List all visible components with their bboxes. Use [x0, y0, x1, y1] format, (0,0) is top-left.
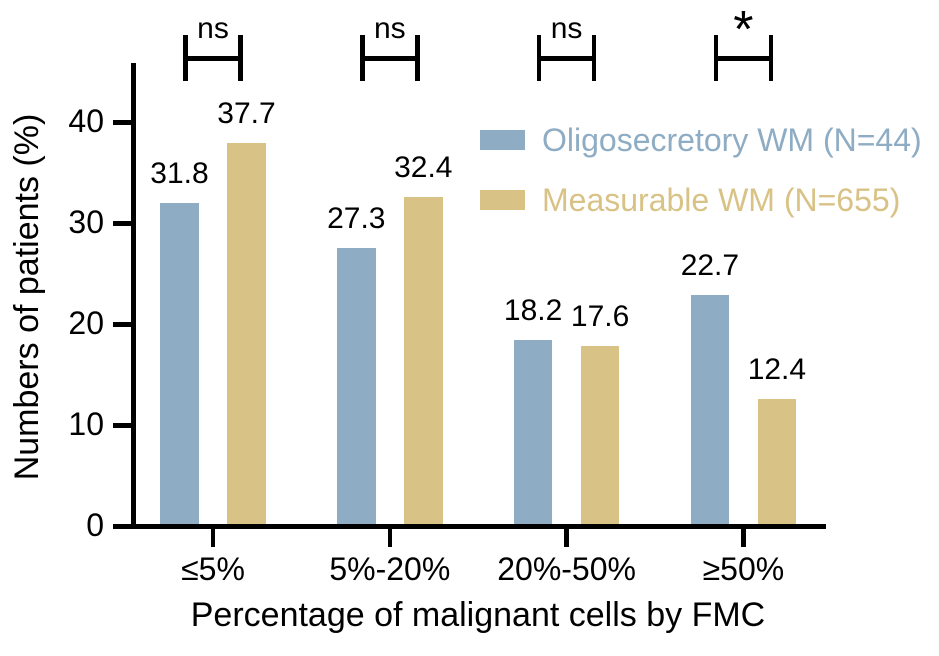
bar-value-label: 18.2 [503, 294, 563, 328]
significance-label: ns [373, 12, 406, 45]
significance-bracket-left-tip [713, 34, 719, 81]
y-axis-tick-label: 20 [68, 305, 104, 342]
x-axis-tick [210, 528, 216, 547]
significance-bracket-bar [536, 56, 597, 61]
significance-bracket-left-tip [536, 34, 542, 81]
significance-bracket-left-tip [360, 34, 365, 81]
x-axis-tick [564, 528, 569, 547]
y-axis-tick [113, 423, 131, 428]
bar-value-label: 22.7 [680, 248, 740, 282]
legend-swatch-measurable-wm [480, 190, 525, 210]
y-axis-tick [113, 120, 131, 125]
bar-value-label: 32.4 [394, 150, 453, 184]
legend-label-measurable-wm: Measurable WM (N=655) [542, 182, 901, 218]
significance-label: ns [197, 12, 229, 45]
y-axis-tick-label: 40 [68, 103, 104, 140]
significance-bracket-right-tip [591, 34, 597, 81]
y-axis-tick-label: 0 [86, 507, 104, 544]
x-axis-tick [387, 528, 393, 547]
x-axis-line [131, 524, 826, 529]
significance-label: ns [550, 12, 583, 45]
x-axis-tick-label: 5%-20% [329, 551, 451, 587]
y-axis-tick-label: 30 [68, 204, 104, 241]
legend-label-oligosecretory-wm: Oligosecretory WM (N=44) [542, 122, 922, 158]
x-axis-tick [741, 528, 746, 547]
bar-measurable-wm [757, 398, 797, 524]
y-axis-line [131, 63, 136, 529]
significance-bracket-bar [713, 56, 774, 61]
significance-bracket-bar [183, 56, 243, 61]
bar-oligosecretory-wm [513, 340, 553, 524]
bar-oligosecretory-wm [160, 202, 199, 524]
bar-measurable-wm [580, 346, 620, 524]
bar-measurable-wm [227, 143, 266, 524]
y-axis-tick-label: 10 [68, 406, 104, 443]
bar-value-label: 31.8 [150, 156, 209, 190]
x-axis-title: Percentage of malignant cells by FMC [190, 596, 766, 634]
significance-bracket-right-tip [238, 34, 243, 81]
bar-value-label: 27.3 [327, 202, 386, 236]
y-axis-tick [113, 221, 131, 226]
significance-bracket-right-tip [768, 34, 774, 81]
x-axis-tick-label: ≤5% [181, 551, 245, 587]
significance-bracket-bar [360, 56, 420, 61]
significance-bracket-right-tip [415, 34, 420, 81]
x-axis-tick-label: 20%-50% [497, 551, 636, 587]
bar-measurable-wm [404, 196, 443, 524]
bar-oligosecretory-wm [337, 248, 376, 524]
x-axis-tick-label: ≥50% [702, 551, 785, 587]
significance-label: * [733, 1, 754, 59]
bar-value-label: 12.4 [747, 352, 807, 386]
y-axis-tick [113, 524, 131, 529]
bar-oligosecretory-wm [690, 294, 730, 524]
y-axis-tick [113, 322, 131, 327]
bar-value-label: 17.6 [570, 300, 630, 334]
significance-bracket-left-tip [183, 34, 188, 81]
bar-value-label: 37.7 [217, 97, 276, 131]
legend-swatch-oligosecretory-wm [480, 130, 525, 150]
